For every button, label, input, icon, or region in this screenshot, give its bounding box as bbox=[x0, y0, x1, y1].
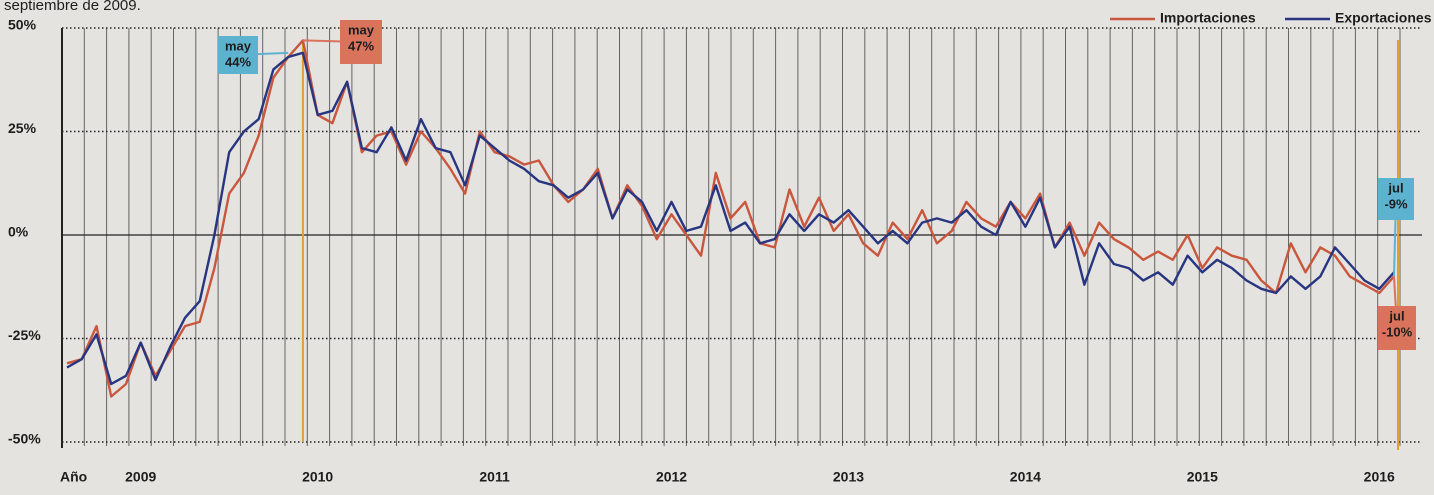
x-tick-label: 2011 bbox=[479, 469, 510, 485]
legend-label: Exportaciones bbox=[1335, 10, 1432, 26]
y-tick-label: 0% bbox=[8, 224, 29, 240]
annotation-box bbox=[340, 20, 382, 64]
x-tick-label: 2012 bbox=[656, 469, 687, 485]
y-tick-label: 25% bbox=[8, 120, 37, 136]
annotation-text: -9% bbox=[1384, 196, 1408, 211]
y-tick-label: -25% bbox=[8, 327, 41, 343]
x-tick-label: Año bbox=[60, 469, 87, 485]
annotation-text: jul bbox=[1387, 180, 1403, 195]
series-line bbox=[66, 51, 1395, 386]
legend-label: Importaciones bbox=[1160, 10, 1256, 26]
y-tick-label: -50% bbox=[8, 431, 41, 447]
annotation-text: may bbox=[348, 22, 375, 37]
y-tick-label: 50% bbox=[8, 17, 37, 33]
annotation-text: may bbox=[225, 38, 252, 53]
x-tick-label: 2014 bbox=[1010, 469, 1041, 485]
subtitle: septiembre de 2009. bbox=[4, 0, 141, 14]
x-tick-label: 2010 bbox=[302, 469, 333, 485]
annotation-text: jul bbox=[1388, 308, 1404, 323]
x-tick-label: 2016 bbox=[1364, 469, 1395, 485]
annotation-box bbox=[218, 36, 258, 74]
annotation-text: 47% bbox=[348, 38, 374, 53]
x-tick-label: 2009 bbox=[125, 469, 156, 485]
x-tick-label: 2013 bbox=[833, 469, 864, 485]
annotation-box bbox=[1378, 306, 1416, 350]
annotation-text: -10% bbox=[1382, 324, 1413, 339]
annotation-box bbox=[1378, 178, 1414, 220]
annotation-text: 44% bbox=[225, 54, 251, 69]
x-tick-label: 2015 bbox=[1187, 469, 1218, 485]
